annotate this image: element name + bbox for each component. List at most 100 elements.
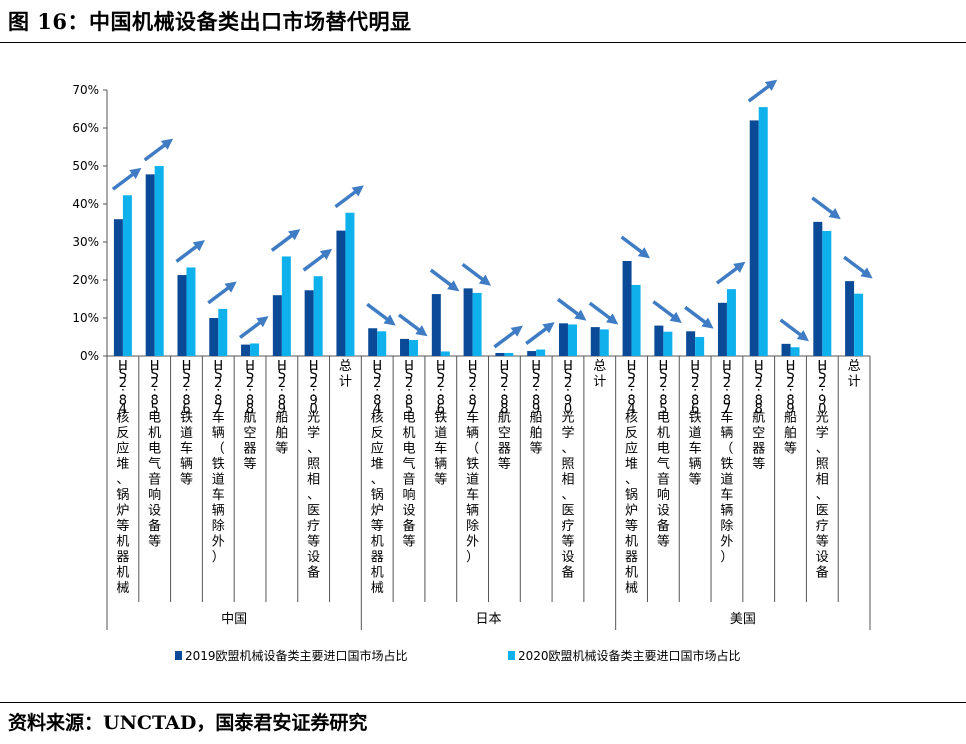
bar-2019: [558, 323, 568, 356]
bar-2019: [241, 344, 251, 356]
category-label: H S 2:8 9 船舶等: [784, 359, 797, 457]
group-label: 中国: [221, 612, 247, 627]
bar-2020: [663, 331, 673, 356]
trend-arrow-down: [429, 268, 460, 292]
legend: 2019欧盟机械设备类主要进口国市场占比 2020欧盟机械设备类主要进口国市场占比: [175, 648, 741, 663]
bar-2019: [590, 327, 600, 356]
category-label: H S 2:9 0 光学、照相、医疗等设备: [307, 359, 320, 581]
category-label: H S 2:8 5 电机电气音响设备等: [657, 359, 670, 550]
bar-2019: [431, 294, 441, 356]
trend-arrow-up: [334, 185, 364, 209]
trend-arrow-up: [270, 229, 301, 252]
category-label: H S 2:8 6 铁道车辆等: [689, 359, 702, 488]
bar-2019: [686, 331, 696, 356]
category-labels: H S 2:8 4 核反应堆、锅炉等机器机械 H S 2:8 5 电机电气音响设备等 H S 2:8 6 铁…: [116, 359, 860, 627]
bar-2020: [218, 308, 228, 356]
legend-swatch: [508, 651, 515, 660]
bar-2020: [250, 343, 260, 356]
bar-2019: [272, 295, 282, 356]
category-label: H S 2:8 8 航空器等: [498, 359, 511, 472]
bar-2019: [781, 343, 791, 356]
bar-2020: [726, 289, 736, 356]
category-label: H S 2:8 4 核反应堆、锅炉等机器机械: [371, 359, 384, 596]
trend-arrow-up: [175, 240, 205, 263]
bar-2020: [631, 284, 641, 356]
category-label: H S 2:9 0 光学、照相、医疗等设备: [816, 359, 829, 581]
y-tick-label: 40%: [72, 197, 99, 211]
trend-arrow-down: [779, 318, 810, 342]
bar-2020: [599, 329, 609, 356]
trend-arrow-down: [461, 262, 492, 286]
trend-arrow-up: [239, 316, 269, 339]
bar-2019: [304, 290, 314, 356]
trend-arrow-down: [843, 255, 873, 279]
trend-arrow-down: [397, 313, 428, 337]
bar-2020: [409, 340, 419, 356]
y-tick-label: 10%: [72, 311, 99, 325]
bar-2019: [845, 281, 855, 356]
bar-2020: [504, 352, 514, 356]
bar-2020: [472, 292, 482, 356]
bar-2019: [495, 352, 505, 356]
bar-2020: [154, 166, 164, 356]
category-label: H S 2:8 4 核反应堆、锅炉等机器机械: [625, 359, 638, 596]
bar-2019: [463, 288, 473, 356]
category-label: H S 2:8 9 船舶等: [275, 359, 288, 457]
bar-2019: [368, 328, 378, 356]
bar-2020: [695, 337, 705, 356]
bar-chart: 0% 10% 20% 30% 40% 50% 60% 70% H S 2:8 4 核反应堆、锅炉等机器…: [72, 79, 873, 663]
category-label: H S 2:8 4 核反应堆、锅炉等机器机械: [116, 359, 129, 596]
bar-2020: [854, 293, 864, 356]
y-tick-label: 0%: [80, 349, 99, 363]
trend-arrows: [111, 79, 873, 349]
bar-2019: [177, 275, 187, 356]
figure-title: 图 16：中国机械设备类出口市场替代明显: [8, 9, 412, 34]
source-note: 资料来源：UNCTAD，国泰君安证券研究: [8, 712, 368, 734]
bar-2020: [345, 212, 355, 356]
category-label: 总计: [848, 359, 861, 390]
legend-label: 2019欧盟机械设备类主要进口国市场占比: [185, 648, 408, 663]
y-tick-label: 50%: [72, 159, 99, 173]
bar-2019: [336, 230, 346, 356]
trend-arrow-down: [652, 300, 682, 323]
bar-2020: [377, 331, 387, 356]
bar-2019: [654, 325, 664, 356]
trend-arrow-up: [302, 248, 333, 272]
bar-2020: [536, 349, 546, 356]
y-tick-label: 70%: [72, 83, 99, 97]
trend-arrow-down: [684, 305, 714, 329]
category-label: H S 2:8 6 铁道车辆等: [180, 359, 193, 488]
bar-2019: [717, 302, 727, 356]
bar-2020: [567, 324, 577, 356]
bar-2020: [790, 347, 800, 356]
category-label: H S 2:8 8 航空器等: [244, 359, 257, 472]
bar-2019: [145, 174, 155, 356]
trend-arrow-down: [588, 301, 619, 325]
bar-2019: [400, 338, 410, 356]
category-label: H S 2:8 5 电机电气音响设备等: [403, 359, 416, 550]
category-label: H S 2:8 6 铁道车辆等: [434, 359, 447, 488]
category-label: H S 2:8 9 船舶等: [530, 359, 543, 457]
bar-2019: [749, 120, 759, 357]
category-label: H S 2:8 7 车辆（铁道车辆除外）: [212, 359, 225, 565]
bar-2019: [209, 318, 219, 356]
category-label: H S 2:9 0 光学、照相、医疗等设备: [561, 359, 574, 581]
bar-2020: [122, 195, 132, 356]
group-label: 日本: [475, 612, 501, 627]
source-rule: [0, 702, 966, 703]
trend-arrow-up: [143, 138, 174, 162]
legend-swatch: [175, 651, 182, 660]
bar-2020: [313, 276, 323, 356]
trend-arrow-down: [811, 196, 841, 220]
bar-2020: [440, 351, 450, 356]
bar-2020: [758, 107, 768, 356]
bar-2019: [813, 221, 823, 356]
category-label: H S 2:8 7 车辆（铁道车辆除外）: [720, 359, 733, 565]
category-label: 总计: [593, 359, 606, 390]
legend-label: 2020欧盟机械设备类主要进口国市场占比: [518, 648, 741, 663]
bar-2019: [527, 351, 537, 356]
bar-2020: [186, 267, 196, 356]
trend-arrow-down: [620, 235, 651, 259]
y-tick-label: 30%: [72, 235, 99, 249]
bar-2020: [822, 230, 832, 356]
